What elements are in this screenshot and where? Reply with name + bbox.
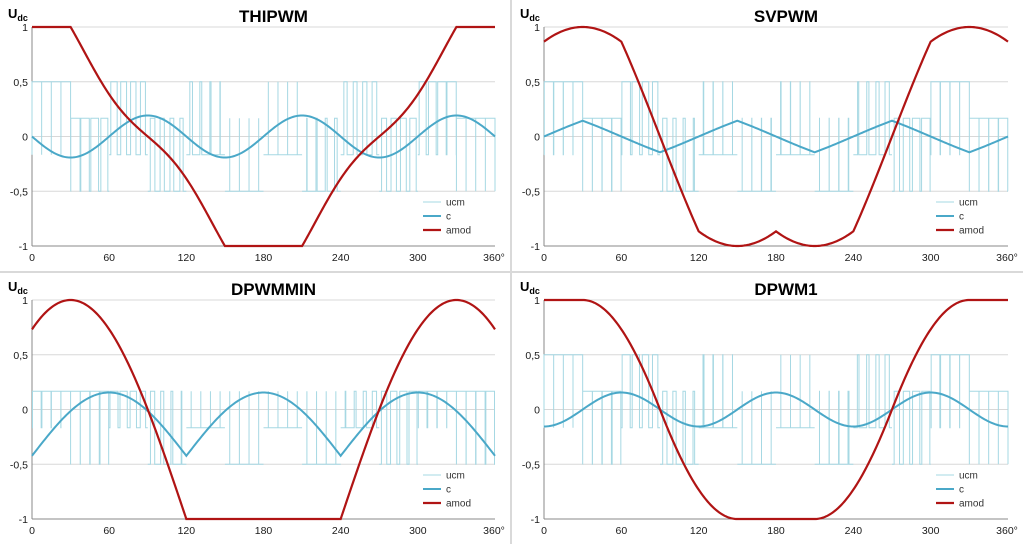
y-tick-label: 0,5 bbox=[13, 350, 28, 362]
y-tick-label: 0 bbox=[534, 132, 540, 144]
legend-label-ucm: ucm bbox=[959, 471, 978, 482]
legend: ucm c amod bbox=[423, 198, 471, 237]
chart-svpwm: 10,50-0,5-10 60 120 180 240 300 360°SVPWMUdcuc… bbox=[520, 6, 1018, 264]
series-amod-line bbox=[31, 298, 496, 521]
chart-dpwmmin: 10,50-0,5-10 60 120 180 240 300 360°DPWMMINUdc… bbox=[8, 279, 505, 537]
chart-title: DPWMMIN bbox=[231, 280, 316, 299]
y-tick-label: 0,5 bbox=[525, 350, 540, 362]
y-axis-label: Udc bbox=[520, 279, 540, 296]
y-tick-label: -1 bbox=[19, 241, 28, 253]
y-tick-label: 1 bbox=[534, 22, 540, 34]
x-tick-label: 240 bbox=[332, 252, 350, 264]
y-axis-label-subscript: dc bbox=[529, 286, 540, 296]
x-tick-label: 0 bbox=[29, 252, 35, 264]
x-tick-label: 360° bbox=[483, 252, 505, 264]
x-tick-label: 0 bbox=[541, 252, 547, 264]
y-tick-label: -0,5 bbox=[10, 186, 28, 198]
y-axis-label: Udc bbox=[8, 279, 28, 296]
series-amod-line bbox=[544, 298, 1008, 521]
x-tick-label: 240 bbox=[332, 525, 350, 537]
legend: ucm c amod bbox=[423, 471, 471, 510]
legend-label-amod: amod bbox=[959, 499, 984, 510]
series-ucm-line bbox=[543, 354, 1009, 465]
series-ucm-line bbox=[31, 390, 496, 465]
legend-label-amod: amod bbox=[959, 226, 984, 237]
y-tick-label: -0,5 bbox=[10, 459, 28, 471]
y-tick-label: -1 bbox=[531, 514, 540, 526]
chart-thipwm: 10,50-0,5-10 60 120 180 240 300 360°THIPWMUdcu… bbox=[8, 6, 505, 264]
series-c-line bbox=[31, 391, 496, 458]
series-amod-line bbox=[543, 25, 1009, 248]
y-tick-label: 1 bbox=[534, 295, 540, 307]
y-tick-label: 0,5 bbox=[13, 77, 28, 89]
legend-label-ucm: ucm bbox=[446, 198, 465, 209]
panel-svpwm: 1 0,5 0 -0,5 -1 0 60 120 180 240 300 360° SVPWM Udc uc… bbox=[512, 0, 1023, 271]
x-tick-label: 360° bbox=[996, 252, 1018, 264]
y-tick-label: 1 bbox=[22, 22, 28, 34]
x-tick-label: 360° bbox=[996, 525, 1018, 537]
y-axis-label: Udc bbox=[520, 6, 540, 23]
x-tick-label: 60 bbox=[103, 252, 115, 264]
x-tick-label: 60 bbox=[103, 525, 115, 537]
y-axis-label: Udc bbox=[8, 6, 28, 23]
legend-label-amod: amod bbox=[446, 226, 471, 237]
legend-label-c: c bbox=[446, 212, 451, 223]
y-tick-label: 0 bbox=[22, 405, 28, 417]
x-tick-label: 240 bbox=[845, 525, 863, 537]
y-tick-label: -1 bbox=[19, 514, 28, 526]
x-tick-label: 60 bbox=[615, 525, 627, 537]
chart-dpwm1: 10,50-0,5-10 60 120 180 240 300 360°DPWM1Udcuc… bbox=[520, 279, 1018, 537]
x-tick-label: 300 bbox=[922, 525, 940, 537]
legend-label-ucm: ucm bbox=[446, 471, 465, 482]
x-tick-label: 180 bbox=[255, 252, 273, 264]
x-tick-label: 300 bbox=[922, 252, 940, 264]
y-tick-label: 1 bbox=[22, 295, 28, 307]
y-axis-label-subscript: dc bbox=[17, 286, 28, 296]
y-tick-label: 0 bbox=[534, 405, 540, 417]
x-tick-label: 0 bbox=[541, 525, 547, 537]
y-tick-label: -1 bbox=[531, 241, 540, 253]
x-tick-label: 60 bbox=[615, 252, 627, 264]
x-tick-label: 180 bbox=[255, 525, 273, 537]
y-tick-label: 0 bbox=[22, 132, 28, 144]
x-tick-label: 0 bbox=[29, 525, 35, 537]
chart-title: SVPWM bbox=[754, 7, 818, 26]
y-tick-label: -0,5 bbox=[522, 186, 540, 198]
legend-label-c: c bbox=[446, 485, 451, 496]
series-amod-line bbox=[32, 25, 495, 248]
series-c-line bbox=[543, 119, 1009, 154]
x-tick-label: 120 bbox=[178, 252, 196, 264]
legend-label-c: c bbox=[959, 485, 964, 496]
series-ucm-line bbox=[543, 81, 1009, 192]
series-c-line bbox=[31, 114, 496, 159]
series-ucm-line bbox=[31, 81, 496, 192]
panel-thipwm: 1 0,5 0 -0,5 -1 0 60 120 180 240 300 360° THIPWM Udc u… bbox=[0, 0, 510, 271]
x-tick-label: 240 bbox=[845, 252, 863, 264]
y-axis-label-subscript: dc bbox=[529, 13, 540, 23]
legend-label-ucm: ucm bbox=[959, 198, 978, 209]
x-tick-label: 120 bbox=[178, 525, 196, 537]
x-tick-label: 180 bbox=[767, 252, 785, 264]
x-tick-label: 300 bbox=[409, 252, 427, 264]
chart-title: THIPWM bbox=[239, 7, 308, 26]
y-tick-label: 0,5 bbox=[525, 77, 540, 89]
legend-label-amod: amod bbox=[446, 499, 471, 510]
legend: ucm c amod bbox=[936, 471, 984, 510]
panel-dpwmmin: 1 0,5 0 -0,5 -1 0 60 120 180 240 300 360° DPWMMIN Udc… bbox=[0, 273, 510, 544]
x-tick-label: 120 bbox=[690, 525, 708, 537]
legend-label-c: c bbox=[959, 212, 964, 223]
y-axis-label-subscript: dc bbox=[17, 13, 28, 23]
grid bbox=[544, 299, 1008, 520]
chart-title: DPWM1 bbox=[754, 280, 817, 299]
x-tick-label: 180 bbox=[767, 525, 785, 537]
series-c-line bbox=[543, 391, 1009, 428]
x-tick-label: 360° bbox=[483, 525, 505, 537]
panel-dpwm1: 1 0,5 0 -0,5 -1 0 60 120 180 240 300 360° DPWM1 Udc uc… bbox=[512, 273, 1023, 544]
x-tick-label: 300 bbox=[409, 525, 427, 537]
legend: ucm c amod bbox=[936, 198, 984, 237]
grid bbox=[32, 299, 495, 520]
y-tick-label: -0,5 bbox=[522, 459, 540, 471]
x-tick-label: 120 bbox=[690, 252, 708, 264]
